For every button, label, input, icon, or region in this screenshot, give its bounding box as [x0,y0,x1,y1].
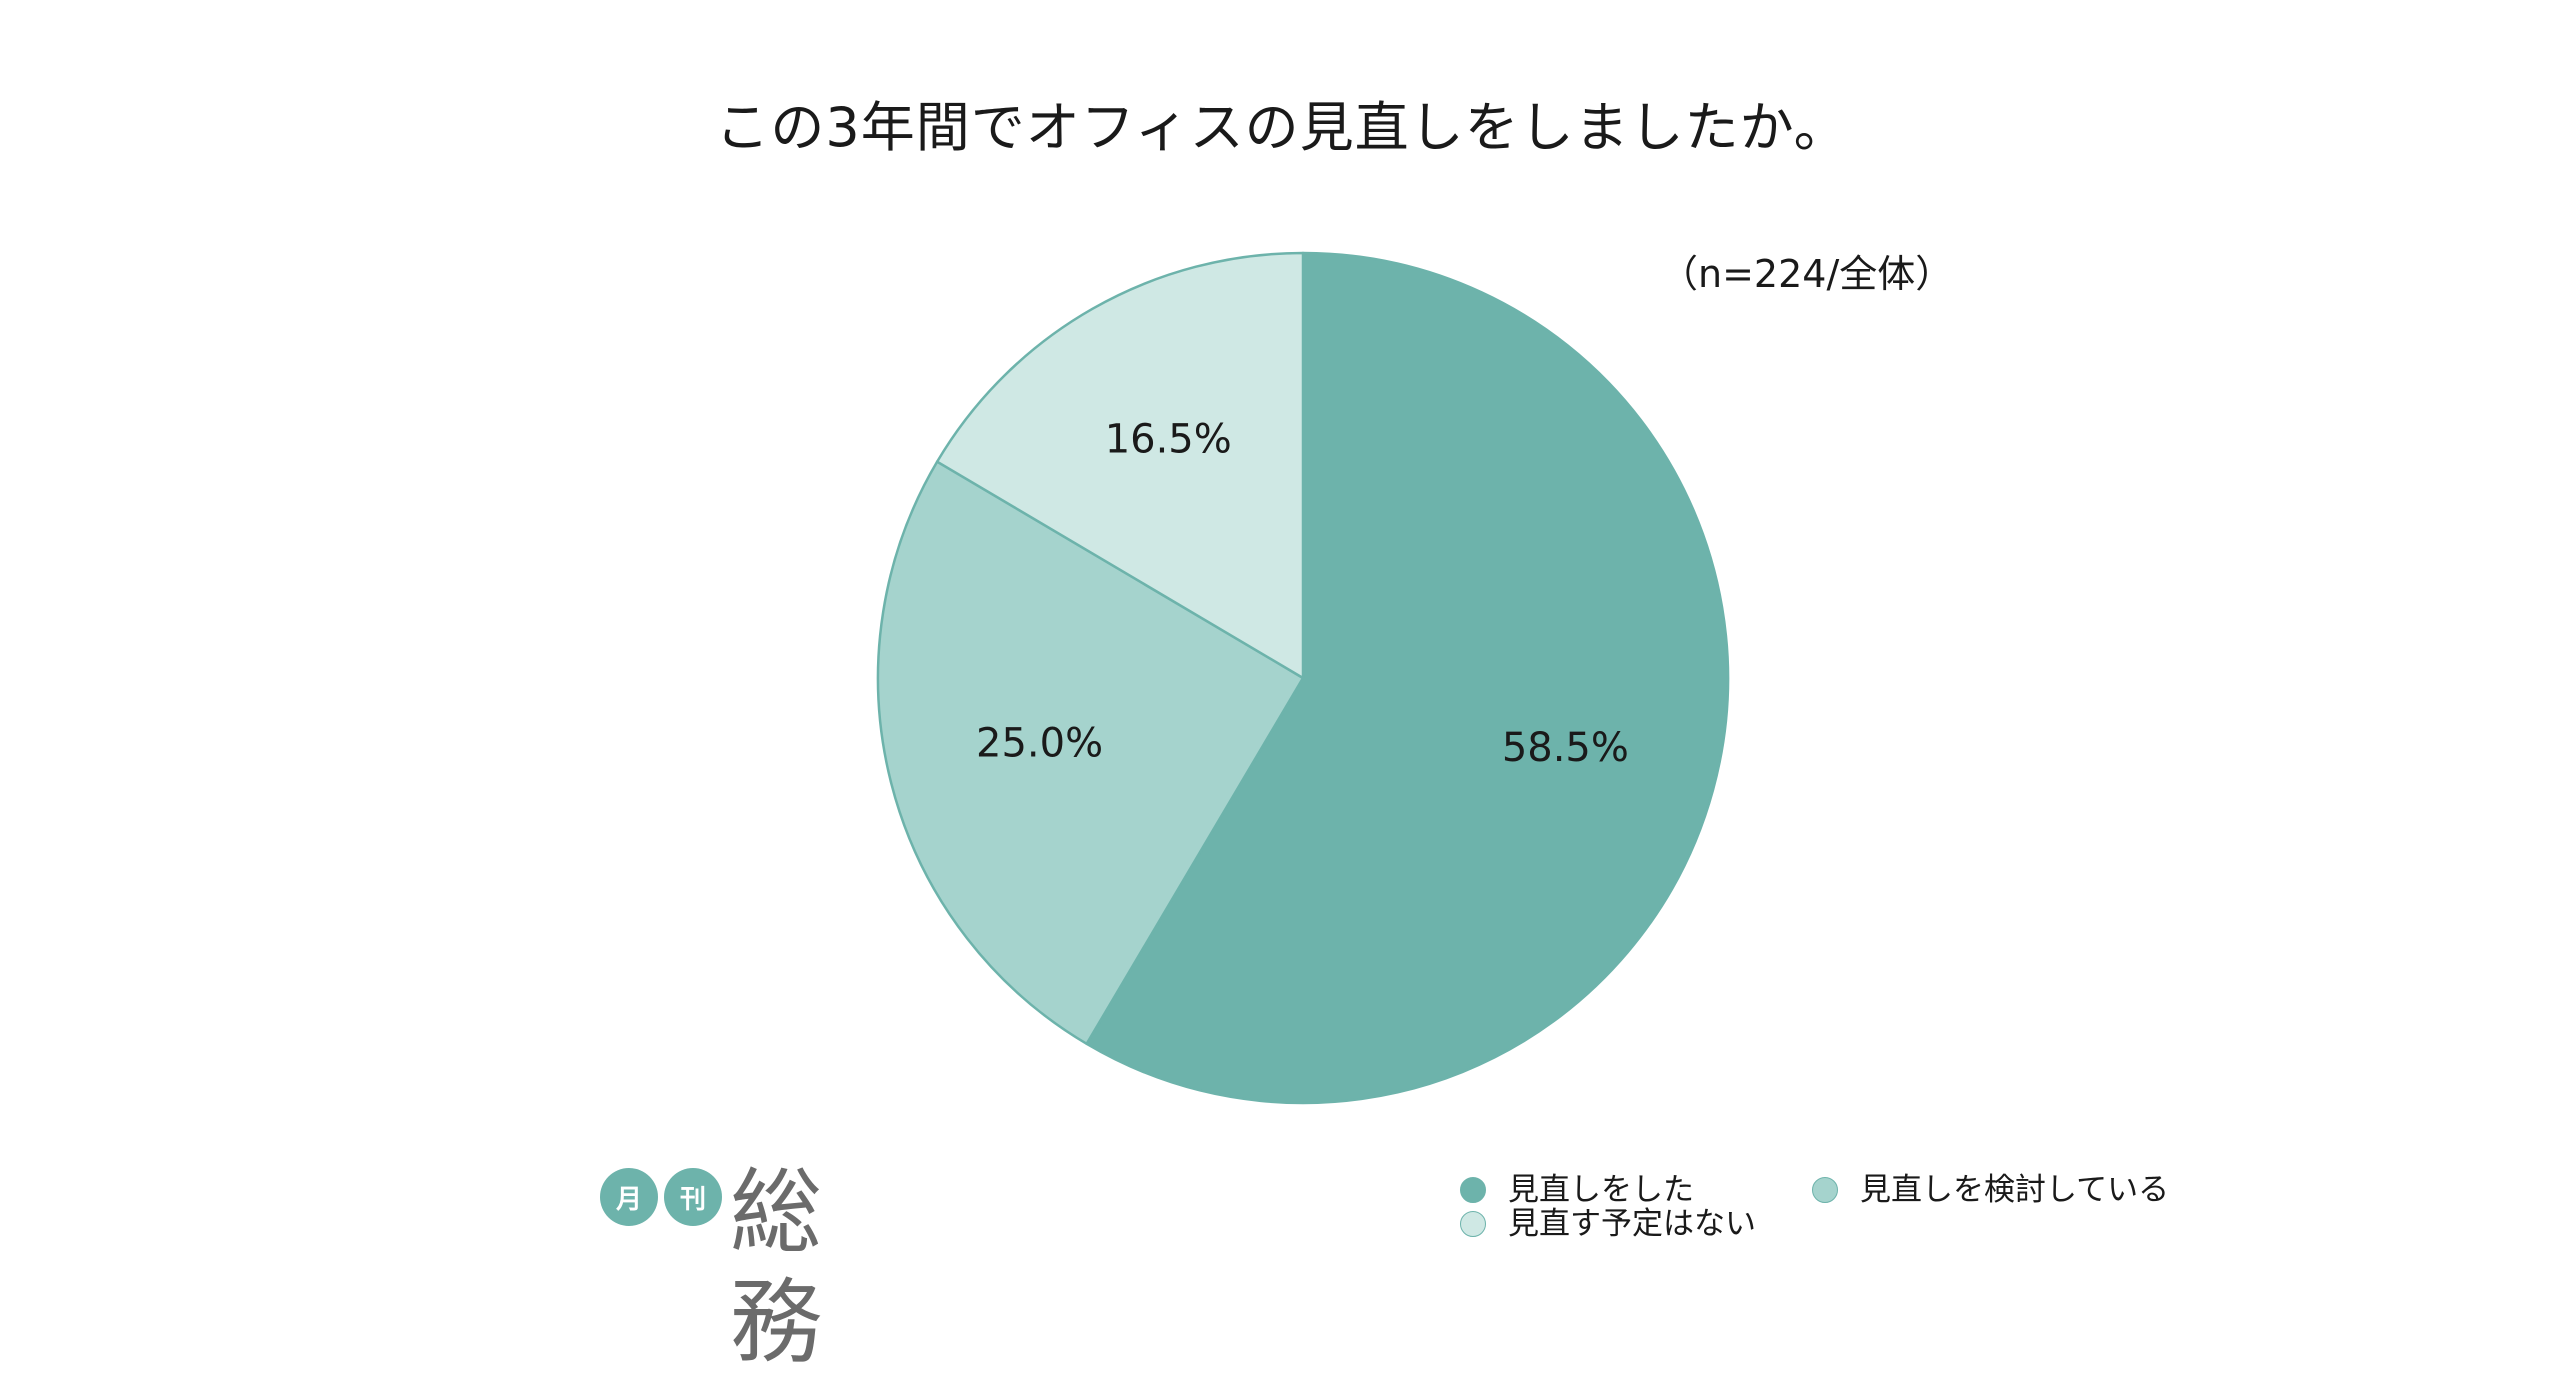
pie-label-reviewed: 58.5% [1502,725,1629,771]
pie-chart: 58.5% 25.0% 16.5% [876,251,1730,1105]
logo-badge-publication: 刊 [664,1168,722,1226]
chart-legend: 見直しをした 見直しを検討している 見直す予定はない [1460,1172,2280,1252]
chart-title: この3年間でオフィスの見直しをしましたか。 [715,96,1849,159]
logo-wordmark: 総務 [730,1159,822,1376]
legend-item-considering: 見直しを検討している [1812,1172,2169,1208]
logo-badge-month: 月 [600,1168,658,1226]
pie-slice-considering [876,460,1305,1046]
legend-swatch-reviewed [1460,1177,1486,1203]
pie-label-no-plan: 16.5% [1105,417,1232,463]
legend-item-no-plan: 見直す予定はない [1460,1206,1756,1242]
legend-swatch-no-plan [1460,1211,1486,1237]
sample-size-note: （n=224/全体） [1660,252,1954,296]
legend-swatch-considering [1812,1177,1838,1203]
gekkan-soumu-logo: 月 刊 総務 [600,1158,900,1376]
pie-label-considering: 25.0% [976,721,1103,767]
legend-item-reviewed: 見直しをした [1460,1172,1694,1208]
legend-label-reviewed: 見直しをした [1508,1172,1694,1208]
legend-label-no-plan: 見直す予定はない [1508,1206,1756,1242]
pie-slice-reviewed [1085,251,1730,1105]
legend-label-considering: 見直しを検討している [1860,1172,2170,1208]
pie-slice-no-plan [935,251,1305,680]
